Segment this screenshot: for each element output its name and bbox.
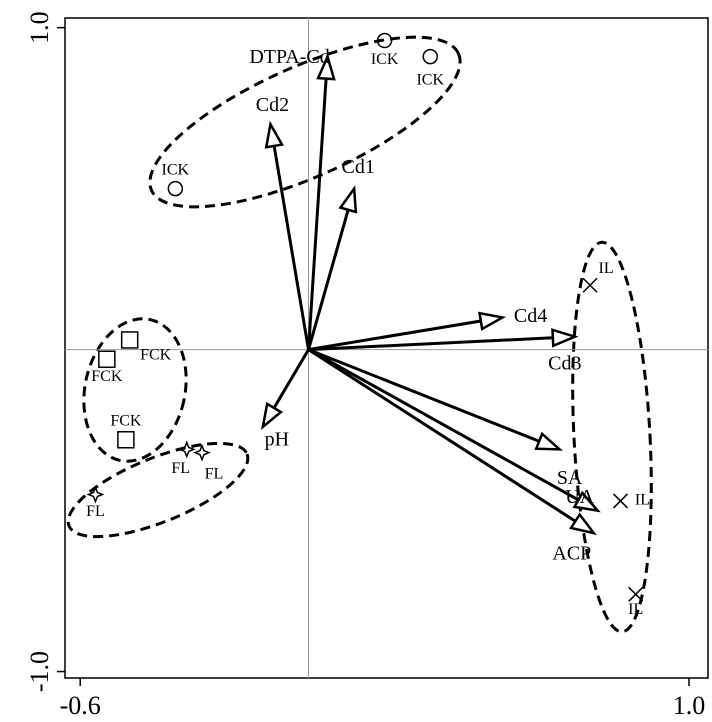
point — [422, 48, 439, 65]
point-label: FCK — [110, 412, 142, 429]
point-label: IL — [628, 601, 643, 618]
point-label: ICK — [371, 51, 399, 68]
point-label: IL — [635, 492, 650, 509]
vector-shaft — [308, 336, 553, 352]
group-ellipse — [66, 441, 250, 539]
point-label: ICK — [162, 161, 190, 178]
vector-head — [572, 490, 601, 513]
vector-shaft — [307, 78, 328, 350]
vector-head — [260, 401, 284, 431]
point-label: FCK — [91, 368, 123, 385]
point-label: FCK — [140, 347, 172, 364]
point-label: IL — [598, 260, 613, 277]
vector-label: Cd3 — [548, 352, 581, 374]
group-ellipse — [148, 35, 462, 209]
vector-label: DTPA-Cd — [249, 46, 329, 68]
vector-head — [338, 185, 358, 214]
point-label: FL — [171, 460, 190, 477]
group-ellipse — [82, 317, 188, 463]
vector-label: Cd4 — [514, 305, 547, 327]
vector-label: UA — [565, 486, 594, 508]
point — [167, 180, 184, 197]
vector-head — [478, 311, 507, 331]
vector-shaft — [272, 348, 310, 409]
vector-shaft — [272, 145, 310, 350]
point-label: FL — [205, 465, 224, 482]
point — [582, 277, 598, 293]
y-tick-label: -1.0 — [25, 651, 54, 692]
vector-head — [551, 328, 579, 348]
vector-head — [569, 512, 597, 536]
x-tick-label: 1.0 — [673, 691, 706, 720]
vector-shaft — [307, 348, 580, 502]
point — [86, 485, 105, 504]
vector-label: Cd1 — [341, 156, 374, 178]
point — [177, 440, 196, 459]
vector-label: SA — [557, 467, 583, 489]
vector-label: Cd2 — [256, 94, 289, 116]
vector-head — [534, 431, 564, 451]
vector-label: pH — [265, 428, 289, 450]
point — [376, 32, 393, 49]
group-ellipse — [571, 240, 653, 634]
vector-head — [316, 52, 336, 81]
x-tick-label: -0.6 — [60, 691, 101, 720]
point — [120, 331, 139, 349]
point — [612, 493, 629, 509]
vector-shaft — [307, 348, 577, 523]
plot-frame — [64, 17, 709, 679]
point — [98, 350, 116, 369]
point — [628, 586, 644, 602]
point — [192, 443, 211, 462]
vector-shaft — [307, 348, 540, 443]
point-label: ICK — [416, 71, 444, 88]
vector-head — [264, 120, 284, 149]
vector-shaft — [307, 209, 350, 351]
y-tick-label: 1.0 — [25, 11, 54, 44]
vector-shaft — [308, 319, 482, 352]
point — [117, 431, 135, 449]
vector-label: ACP — [552, 543, 591, 565]
point-label: FL — [86, 503, 105, 520]
